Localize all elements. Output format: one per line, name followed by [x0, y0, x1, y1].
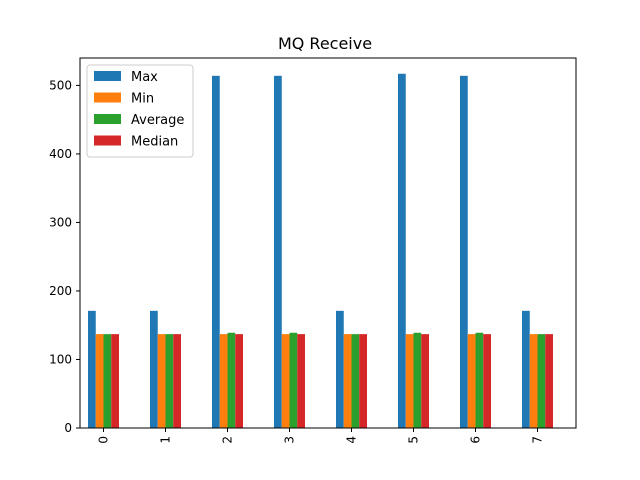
chart-title: MQ Receive	[278, 34, 372, 53]
bar-median-6	[483, 334, 491, 428]
bar-max-1	[150, 310, 158, 428]
x-tick-label: 4	[345, 436, 359, 444]
bar-max-6	[460, 75, 468, 428]
x-tick-label: 2	[221, 436, 235, 444]
bar-max-2	[212, 75, 220, 428]
bar-median-4	[359, 334, 367, 428]
y-tick-label: 200	[49, 284, 72, 298]
y-tick-label: 400	[49, 147, 72, 161]
bar-average-5	[413, 332, 422, 428]
x-tick-label: 0	[97, 436, 111, 444]
bar-min-0	[95, 334, 104, 428]
bar-min-1	[157, 334, 166, 428]
legend-label-average: Average	[131, 113, 184, 128]
bar-average-1	[165, 334, 174, 428]
bar-average-4	[351, 334, 360, 428]
bar-min-3	[281, 334, 290, 428]
bar-max-5	[398, 73, 406, 428]
legend-box	[86, 64, 194, 158]
bar-max-4	[336, 310, 344, 428]
bar-average-3	[289, 332, 298, 428]
legend-swatch-max	[94, 71, 121, 81]
bar-min-6	[467, 334, 476, 428]
bar-median-7	[545, 334, 553, 428]
bar-min-7	[529, 334, 538, 428]
bar-median-3	[297, 334, 305, 428]
bars-group	[88, 73, 553, 428]
bar-average-6	[475, 332, 484, 428]
legend-swatch-median	[94, 135, 121, 146]
y-axis: 0 100 200 300 400 500	[49, 78, 80, 435]
y-tick-label: 0	[64, 421, 72, 435]
bar-max-3	[274, 75, 282, 428]
x-tick-label: 3	[283, 436, 297, 444]
x-tick-label: 7	[531, 436, 545, 444]
bar-average-0	[103, 334, 112, 428]
y-tick-label: 100	[49, 352, 72, 366]
bar-min-5	[405, 334, 414, 428]
bar-average-2	[227, 332, 236, 428]
y-tick-label: 500	[49, 78, 72, 92]
bar-min-4	[343, 334, 352, 428]
legend-label-max: Max	[131, 70, 158, 85]
y-tick-label: 300	[49, 215, 72, 229]
x-tick-label: 1	[159, 436, 173, 444]
legend-swatch-min	[94, 92, 121, 103]
bar-median-2	[235, 334, 243, 428]
bar-median-0	[111, 334, 119, 428]
legend-label-min: Min	[131, 92, 154, 107]
bar-min-2	[219, 334, 228, 428]
legend-label-median: Median	[131, 135, 178, 150]
bar-median-1	[173, 334, 181, 428]
x-axis: 0 1 2 3 4 5 6 7	[97, 428, 545, 444]
bar-median-5	[421, 334, 429, 428]
x-tick-label: 6	[469, 436, 483, 444]
bar-max-7	[522, 310, 530, 428]
bar-average-7	[537, 334, 546, 428]
x-tick-label: 5	[407, 436, 421, 444]
bar-max-0	[88, 310, 96, 428]
plot-frame	[79, 57, 577, 429]
legend-swatch-average	[94, 114, 121, 124]
legend: Max Min Average Median	[86, 64, 194, 158]
